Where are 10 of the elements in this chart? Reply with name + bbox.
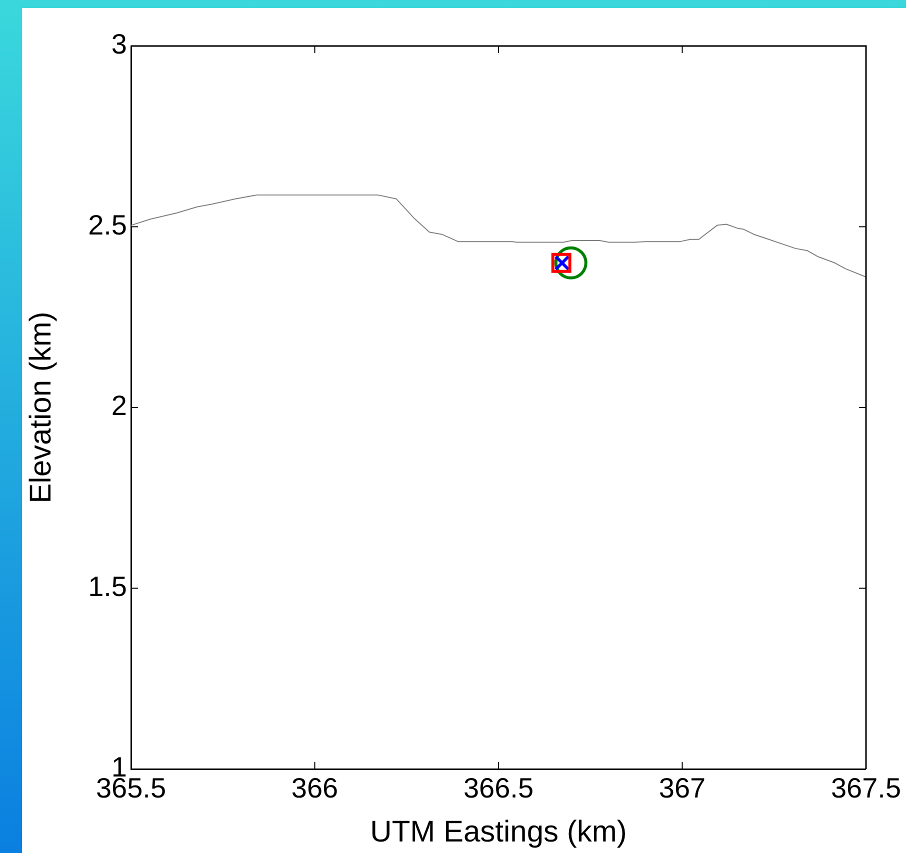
x-tick-label: 366.5: [463, 772, 534, 804]
y-tick-label: 2: [111, 390, 127, 422]
y-tick-label: 1.5: [88, 570, 127, 602]
x-tick-label: 367.5: [830, 772, 902, 804]
y-tick-label: 2.5: [88, 209, 127, 240]
x-tick-label: 366: [291, 772, 338, 804]
y-tick-label: 3: [111, 28, 127, 60]
x-tick-label: 367: [658, 772, 706, 804]
x-axis-title: UTM Eastings (km): [370, 815, 627, 848]
y-axis-title: Elevation (km): [24, 312, 58, 504]
